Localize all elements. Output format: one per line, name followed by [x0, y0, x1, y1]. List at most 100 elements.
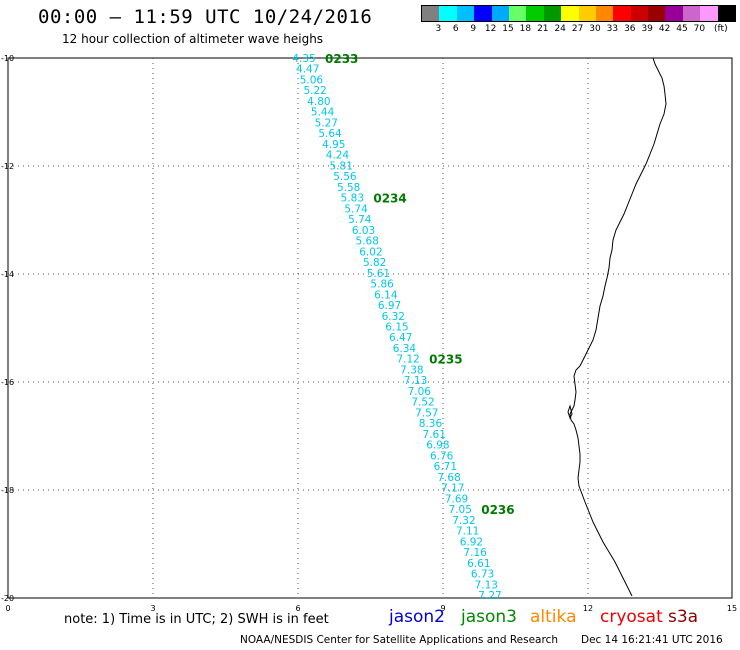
wave-height-value: 8.36: [419, 418, 443, 430]
y-tick-label: -12: [1, 162, 14, 171]
wave-height-value: 6.15: [385, 322, 408, 334]
legend-swatch: [717, 6, 736, 21]
wave-height-value: 7.61: [423, 429, 446, 441]
legend-label: 42: [658, 24, 671, 34]
wave-height-value: 7.06: [408, 386, 432, 398]
legend-label: 9: [470, 24, 477, 34]
x-tick-label: 9: [440, 604, 445, 613]
satellite-name: cryosat: [600, 607, 663, 627]
wave-height-value: 6.02: [359, 246, 382, 258]
satellite-name: jason2: [389, 607, 445, 627]
wave-height-value: 4.24: [326, 150, 350, 162]
legend-swatch: [561, 6, 579, 21]
legend-swatch: [700, 6, 718, 21]
time-labels: 0233 0234 0235 0236: [325, 52, 515, 517]
legend-label: 18: [519, 24, 532, 34]
satellite-name: s3a: [668, 607, 699, 627]
wave-height-value: 6.14: [374, 289, 398, 301]
wave-height-value: 5.68: [356, 236, 379, 248]
wave-height-value: 5.81: [330, 160, 353, 172]
wave-height-value: 5.74: [348, 214, 372, 226]
wave-height-value: 6.98: [426, 440, 449, 452]
wave-height-value: 7.16: [463, 547, 487, 559]
legend-swatch: [422, 6, 440, 21]
wave-height-value: 6.97: [378, 300, 401, 312]
wave-height-value: 5.82: [363, 257, 386, 269]
legend-label: 24: [554, 24, 566, 34]
legend-swatch: [439, 6, 457, 21]
y-tick-label: -10: [1, 54, 14, 63]
wave-height-value: 5.58: [337, 182, 360, 194]
legend-label: (ft): [714, 24, 728, 34]
legend-label: 27: [571, 24, 584, 34]
legend-label: 6: [452, 24, 459, 34]
legend-color-bar: [421, 5, 737, 22]
legend-swatch: [613, 6, 631, 21]
legend-label: 30: [589, 24, 601, 34]
wave-height-value: 7.12: [396, 354, 419, 366]
legend-swatch: [665, 6, 683, 21]
legend-swatch: [578, 6, 596, 21]
wave-height-legend: 3 6 9 12 15 18 21 24 27 30 33 36 39 42 45 70 (ft): [421, 5, 737, 36]
legend-swatch: [630, 6, 649, 21]
legend-label: 12: [484, 24, 497, 34]
wave-height-value: 5.27: [315, 117, 338, 129]
legend-swatch: [682, 6, 701, 21]
map-frame: [7, 57, 733, 599]
pass-time-label: 0236: [481, 503, 514, 517]
legend-swatch: [491, 6, 509, 21]
wave-height-value: 6.76: [430, 450, 454, 462]
wave-height-value: 6.47: [389, 332, 412, 344]
pass-time-label: 0233: [325, 52, 358, 66]
legend-swatch: [543, 6, 562, 21]
legend-label: 21: [537, 24, 549, 34]
map-subtitle: 12 hour collection of altimeter wave hei…: [62, 32, 324, 46]
wave-height-value: 6.71: [434, 461, 457, 473]
credit-text: NOAA/NESDIS Center for Satellite Applica…: [240, 634, 558, 646]
wave-height-value: 7.13: [475, 579, 498, 591]
legend-label: 3: [435, 24, 442, 34]
wave-height-value: 7.57: [415, 407, 438, 419]
wave-height-value: 7.52: [411, 397, 434, 409]
timestamp: Dec 14 16:21:41 UTC 2016: [581, 634, 723, 646]
x-tick-label: 12: [583, 604, 593, 613]
x-tick-label: 0: [5, 604, 10, 613]
wave-height-value: 4.80: [307, 96, 330, 108]
legend-label: 45: [676, 24, 688, 34]
coastline-inlet: [567, 404, 573, 420]
x-tick-label: 6: [295, 604, 300, 613]
legend-labels: 3 6 9 12 15 18 21 24 27 30 33 36 39 42 45 70 (ft): [421, 22, 736, 36]
wave-height-value: 6.92: [460, 536, 483, 548]
map-grid: [8, 58, 732, 598]
x-tick-label: 15: [727, 604, 737, 613]
wave-height-value: 6.34: [393, 343, 417, 355]
legend-swatch: [595, 6, 614, 21]
satellite-name: jason3: [461, 607, 517, 627]
wave-height-value: 4.35: [292, 53, 315, 65]
wave-height-value: 7.27: [478, 590, 501, 602]
legend-label: 33: [606, 24, 619, 34]
wave-height-value: 6.32: [382, 311, 405, 323]
wave-height-value: 5.64: [318, 128, 342, 140]
wave-height-value: 4.47: [296, 64, 319, 76]
legend-swatch: [474, 6, 492, 21]
pass-time-label: 0234: [373, 192, 406, 206]
wave-height-value: 7.13: [404, 375, 427, 387]
map-title: 00:00 – 11:59 UTC 10/24/2016: [38, 6, 373, 28]
wave-height-value: 7.69: [445, 493, 468, 505]
wave-height-value: 6.03: [352, 225, 375, 237]
pass-time-label: 0235: [429, 353, 462, 367]
footer-note: note: 1) Time is in UTC; 2) SWH is in fe…: [64, 612, 329, 627]
x-tick-label: 3: [150, 604, 155, 613]
wave-height-value: 5.74: [344, 203, 368, 215]
wave-height-value: 5.56: [333, 171, 357, 183]
legend-label: 39: [641, 24, 653, 34]
legend-swatch: [508, 6, 527, 21]
wave-height-value: 4.95: [322, 139, 345, 151]
wave-height-value: 5.83: [341, 193, 364, 205]
legend-label: 36: [624, 24, 636, 34]
wave-height-value: 6.61: [467, 558, 490, 570]
legend-swatch: [526, 6, 544, 21]
legend-label: 70: [693, 24, 706, 34]
wave-height-value: 7.32: [452, 515, 475, 527]
